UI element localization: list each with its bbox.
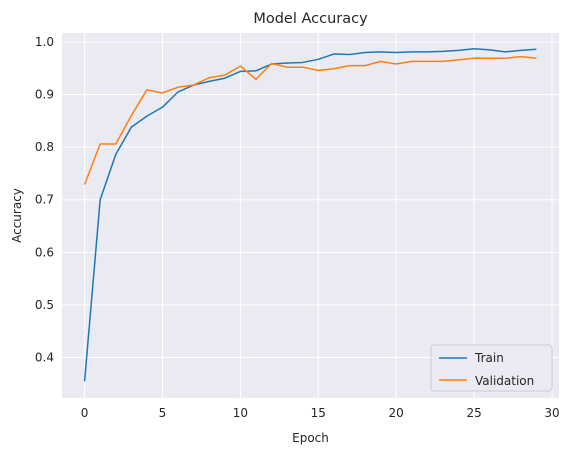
plot-area <box>62 33 559 398</box>
legend: Train Validation <box>430 344 553 392</box>
x-tick-label: 30 <box>544 406 559 420</box>
x-tick-label: 0 <box>81 406 89 420</box>
x-tick-labels: 0 5 10 15 20 25 30 <box>81 406 560 420</box>
legend-label-train: Train <box>474 351 504 365</box>
x-tick-label: 20 <box>389 406 404 420</box>
y-tick-label: 0.9 <box>35 88 54 102</box>
x-tick-label: 10 <box>233 406 248 420</box>
series-line-train <box>83 48 537 382</box>
y-tick-label: 1.0 <box>35 35 54 49</box>
series-lines <box>83 48 537 382</box>
y-tick-label: 0.8 <box>35 140 54 154</box>
x-tick-label: 15 <box>311 406 326 420</box>
x-tick-label: 25 <box>466 406 481 420</box>
x-axis-label: Epoch <box>292 431 329 445</box>
y-tick-label: 0.6 <box>35 245 54 259</box>
y-tick-label: 0.5 <box>35 298 54 312</box>
y-tick-labels: 0.4 0.5 0.6 0.7 0.8 0.9 1.0 <box>35 35 54 365</box>
legend-label-validation: Validation <box>475 374 534 388</box>
y-tick-label: 0.7 <box>35 193 54 207</box>
x-tick-label: 5 <box>159 406 167 420</box>
grid-lines <box>62 33 559 398</box>
series-line-validation <box>83 55 537 185</box>
chart-title: Model Accuracy <box>253 11 368 27</box>
y-axis-label: Accuracy <box>10 188 24 243</box>
y-tick-label: 0.4 <box>35 351 54 365</box>
